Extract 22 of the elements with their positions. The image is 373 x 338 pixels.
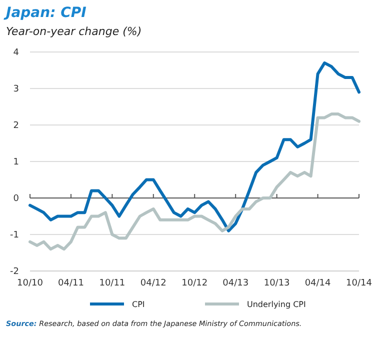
legend-label: CPI	[132, 300, 145, 309]
line-series	[28, 112, 360, 251]
x-tick-label: 04/14	[304, 278, 332, 288]
x-tick-label: 10/13	[264, 278, 290, 288]
y-tick-label: -2	[10, 266, 19, 277]
x-tick-label: 04/11	[58, 278, 84, 288]
line-series	[28, 61, 360, 232]
chart-title: Japan: CPI	[3, 5, 86, 21]
x-tick-label: 04/12	[140, 278, 166, 288]
y-tick-label: 2	[13, 120, 19, 131]
x-tick-label: 10/14	[346, 278, 372, 288]
y-tick-label: 1	[13, 157, 19, 168]
x-tick-label: 04/13	[222, 278, 249, 288]
y-tick-label: 4	[13, 48, 20, 58]
y-tick-label: -1	[10, 230, 19, 240]
y-tick-label: 3	[13, 84, 19, 94]
x-tick-label: 10/10	[17, 278, 44, 288]
x-tick-label: 10/11	[99, 278, 126, 288]
chart-subtitle: Year-on-year change (%)	[6, 25, 142, 38]
y-tick-label: 0	[13, 194, 20, 204]
legend-label: Underlying CPI	[247, 300, 306, 309]
x-tick-label: 10/12	[182, 278, 208, 288]
